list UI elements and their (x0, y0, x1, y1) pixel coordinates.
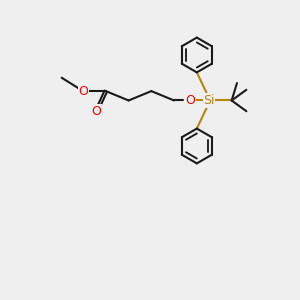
Text: O: O (185, 94, 195, 107)
Text: O: O (78, 85, 88, 98)
Text: O: O (92, 105, 101, 118)
Text: Si: Si (203, 94, 214, 107)
